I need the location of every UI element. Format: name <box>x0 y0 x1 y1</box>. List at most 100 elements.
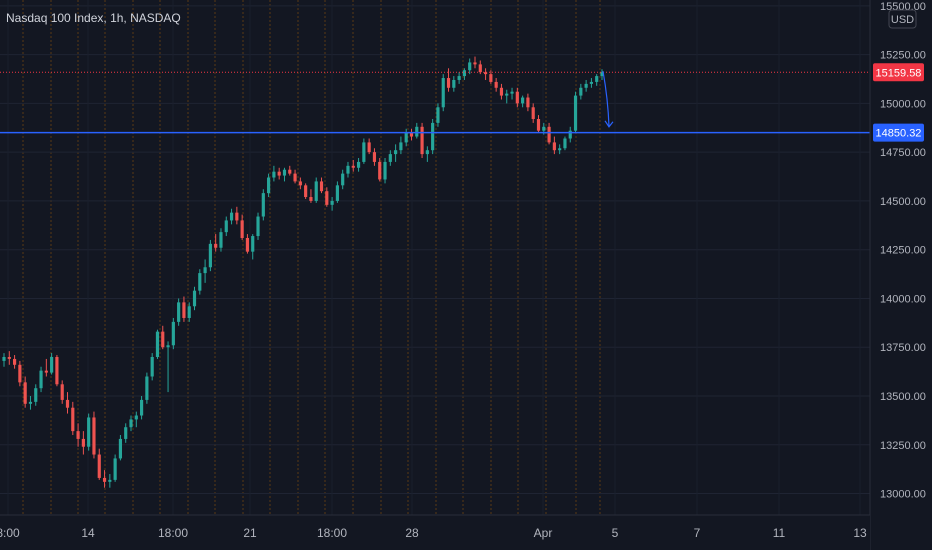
candle-body <box>277 171 281 176</box>
price-tick-label: 13750.00 <box>880 342 926 354</box>
candle-body <box>505 93 509 96</box>
candle-body <box>208 243 212 268</box>
candle-body <box>341 173 345 186</box>
price-tick-label: 14500.00 <box>880 196 926 208</box>
candle-body <box>145 376 149 400</box>
candle-body <box>171 321 175 346</box>
candle-body <box>404 132 408 143</box>
candle-body <box>388 154 392 162</box>
candle-body <box>134 415 138 420</box>
price-tick-label: 13250.00 <box>880 440 926 452</box>
currency-label: USD <box>891 14 914 26</box>
candle-body <box>81 438 85 447</box>
candle-body <box>245 237 250 252</box>
candle-body <box>468 62 472 71</box>
candle-body <box>108 479 112 482</box>
candle-body <box>124 427 128 439</box>
candle-body <box>309 197 313 201</box>
candle-body <box>240 220 244 238</box>
candle-body <box>325 191 329 205</box>
candle-body <box>351 165 355 168</box>
candle-body <box>394 150 398 155</box>
candle-body <box>2 356 6 361</box>
candle-body <box>177 302 181 322</box>
candle-body <box>28 401 33 404</box>
candle-body <box>23 382 27 404</box>
time-tick-label: 14 <box>81 526 95 540</box>
candle-body <box>288 169 292 174</box>
candle-body <box>409 132 414 137</box>
candle-body <box>39 370 43 389</box>
candle-body <box>589 81 594 84</box>
candle-body <box>436 107 440 123</box>
candle-body <box>568 130 572 139</box>
candle-body <box>267 177 271 194</box>
candle-body <box>415 126 419 137</box>
candle-body <box>462 70 466 77</box>
candle-body <box>293 173 297 182</box>
candle-body <box>542 126 546 131</box>
candle-body <box>55 356 59 385</box>
candle-body <box>224 220 228 233</box>
candle-body <box>102 477 107 482</box>
candle-body <box>50 356 54 373</box>
candle-body <box>97 454 101 478</box>
candle-body <box>547 126 551 143</box>
candle-body <box>44 370 48 373</box>
price-tick-label: 13500.00 <box>880 391 926 403</box>
price-tick-label: 15000.00 <box>880 98 926 110</box>
candle-body <box>595 76 599 82</box>
price-tick-label: 14250.00 <box>880 245 926 257</box>
candle-body <box>214 243 218 248</box>
candle-body <box>521 97 525 104</box>
candle-body <box>425 150 429 155</box>
candle-body <box>140 399 144 416</box>
candle-body <box>579 87 583 96</box>
candle-body <box>330 200 334 205</box>
candle-body <box>441 78 445 108</box>
candle-body <box>198 273 202 291</box>
candle-body <box>399 142 403 151</box>
candle-body <box>155 331 160 357</box>
candle-body <box>420 126 424 155</box>
time-tick-label: 18:00 <box>317 526 347 540</box>
candle-body <box>573 95 578 131</box>
candle-body <box>87 417 91 447</box>
candle-body <box>192 290 197 307</box>
time-tick-label: 28 <box>405 526 419 540</box>
price-tick-label: 14000.00 <box>880 293 926 305</box>
candle-body <box>536 118 541 131</box>
candle-body <box>558 148 562 151</box>
time-tick-label: 13 <box>853 526 867 540</box>
candle-body <box>383 161 387 180</box>
candle-body <box>92 417 96 455</box>
candle-body <box>314 181 318 201</box>
candle-body <box>478 64 482 73</box>
candle-body <box>187 306 191 318</box>
candle-body <box>483 72 488 75</box>
candle-body <box>319 181 324 192</box>
candle-body <box>235 212 239 221</box>
candle-body <box>166 345 170 348</box>
time-tick-label: 11 <box>773 526 786 540</box>
price-label-box <box>873 63 924 82</box>
candle-body <box>203 267 207 274</box>
annotation-arrowhead <box>604 120 614 128</box>
candle-body <box>182 302 186 318</box>
candle-body <box>531 107 535 119</box>
candle-body <box>494 81 498 88</box>
candle-body <box>367 142 371 153</box>
chart-title: Nasdaq 100 Index, 1h, NASDAQ <box>6 11 181 25</box>
candle-body <box>489 74 493 82</box>
candle-body <box>272 171 276 178</box>
candle-body <box>282 169 287 176</box>
price-tick-label: 15250.00 <box>880 50 926 62</box>
price-label: 14850.32 <box>876 128 922 140</box>
candle-body <box>446 78 451 88</box>
candle-body <box>256 216 260 237</box>
candle-body <box>515 91 519 104</box>
currency-box <box>888 9 917 29</box>
candle-body <box>118 438 123 459</box>
